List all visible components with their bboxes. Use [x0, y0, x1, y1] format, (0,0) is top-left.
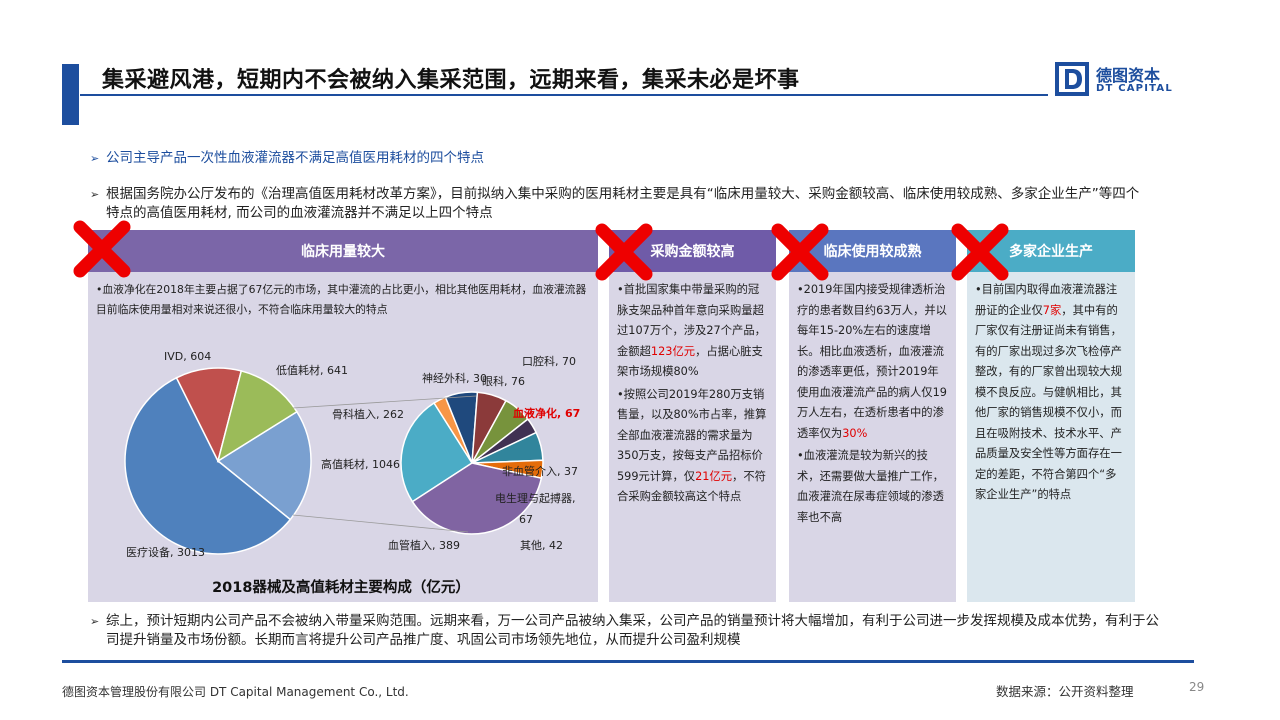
- main-pie: [124, 367, 312, 555]
- red-cross-icon: [951, 223, 1009, 281]
- panel-clinical-maturity: 临床使用较成熟 •2019年国内接受规律透析治疗的患者数目约63万人，并以每年1…: [789, 230, 956, 602]
- page-title: 集采避风港，短期内不会被纳入集采范围，远期来看，集采未必是坏事: [102, 68, 800, 93]
- label-nonvasc: 非血管介入, 37: [502, 464, 578, 478]
- arrow-bullet-icon: ➢: [90, 615, 100, 628]
- panel-text: •首批国家集中带量采购的冠脉支架品种首年意向采购量超过107万个，涉及27个产品…: [617, 280, 768, 510]
- arrow-bullet-icon: ➢: [90, 152, 100, 165]
- text-span: ，占据心脏支架市场规模80%: [617, 344, 763, 379]
- panel-header: 临床用量较大: [88, 230, 598, 272]
- chart-title: 2018器械及高值耗材主要构成（亿元）: [212, 578, 470, 596]
- arrow-bullet-icon: ➢: [90, 188, 100, 201]
- title-accent-bar: [62, 64, 79, 125]
- label-equipment: 医疗设备, 3013: [126, 545, 205, 559]
- bullet-text: 综上，预计短期内公司产品不会被纳入带量采购范围。远期来看，万一公司产品被纳入集采…: [106, 613, 1159, 648]
- label-high-value: 高值耗材, 1046: [321, 457, 400, 471]
- pie-slice-低值耗材: [216, 370, 298, 463]
- pie-slice-血管植入: [411, 462, 543, 535]
- panel-multiple-vendors: 多家企业生产 •目前国内取得血液灌流器注册证的企业仅7家，其中有的厂家仅有注册证…: [967, 230, 1135, 602]
- footer-company: 德图资本管理股份有限公司 DT Capital Management Co., …: [62, 685, 409, 699]
- logo-name-cn: 德图资本: [1096, 66, 1161, 85]
- highlight-value: 30%: [842, 426, 868, 440]
- label-vascular: 血管植入, 389: [388, 538, 460, 552]
- page-number: 29: [1189, 680, 1205, 694]
- footer-divider: [62, 660, 1194, 663]
- connector-line-top: [292, 395, 477, 409]
- panel-text: •目前国内取得血液灌流器注册证的企业仅7家，其中有的厂家仅有注册证尚未有销售，有…: [975, 280, 1127, 508]
- label-neuro: 神经外科, 30: [422, 371, 487, 385]
- label-blood: 血液净化, 67: [513, 406, 580, 420]
- text-span: •首批国家集中带量采购的冠脉支架品种首年意向采购量超过107万个，涉及27个产品…: [617, 283, 766, 358]
- connector-line-bottom: [292, 514, 469, 533]
- red-cross-icon: [595, 223, 653, 281]
- label-ep-line2: 67: [519, 513, 533, 526]
- pie-slice-骨科植入: [400, 401, 474, 503]
- highlight-value: 21亿元: [695, 469, 733, 483]
- panel-text: •血液净化在2018年主要占据了67亿元的市场，其中灌流的占比更小，相比其他医用…: [96, 283, 587, 316]
- text-span: •按照公司2019年280万支销售量，以及80%市占率，推算全部血液灌流器的需求…: [617, 387, 767, 483]
- bullet-point-1: ➢ 公司主导产品一次性血液灌流器不满足高值医用耗材的四个特点: [90, 149, 990, 168]
- logo-name-en: DT CAPITAL: [1096, 83, 1173, 94]
- label-eye: 眼科, 76: [482, 374, 525, 388]
- footer-source: 数据来源：公开资料整理: [996, 684, 1134, 699]
- pie-slice-医疗设备: [124, 376, 292, 555]
- red-cross-icon: [771, 223, 829, 281]
- title-underline: [80, 94, 1048, 96]
- pie-slice-IVD: [175, 367, 243, 464]
- pie-of-pie-chart: IVD, 604 低值耗材, 641 高值耗材, 1046 医疗设备, 3013…: [124, 350, 580, 596]
- bullet-point-3: ➢ 综上，预计短期内公司产品不会被纳入带量采购范围。远期来看，万一公司产品被纳入…: [90, 612, 1160, 650]
- text-span: •目前国内取得血液灌流器注册证的企业仅: [975, 283, 1118, 317]
- text-span: •血液灌流是较为新兴的技术，还需要做大量推广工作，血液灌流在尿毒症领域的渗透率也…: [797, 449, 944, 524]
- text-span: •2019年国内接受规律透析治疗的患者数目约63万人，并以每年15-20%左右的…: [797, 283, 947, 440]
- logo-mark-icon: [1055, 62, 1089, 96]
- highlight-value: 7家: [1042, 303, 1062, 317]
- text-span: ，其中有的厂家仅有注册证尚未有销售，有的厂家出现过多次飞检停产整改，有的厂家曾出…: [975, 303, 1122, 502]
- label-other: 其他, 42: [520, 539, 563, 552]
- label-ivd: IVD, 604: [164, 350, 211, 363]
- pie-slice-高值耗材: [216, 410, 312, 521]
- panel-purchase-amount: 采购金额较高 •首批国家集中带量采购的冠脉支架品种首年意向采购量超过107万个，…: [609, 230, 776, 602]
- label-low-value: 低值耗材, 641: [276, 363, 348, 377]
- bullet-text: 公司主导产品一次性血液灌流器不满足高值医用耗材的四个特点: [106, 150, 484, 166]
- panel-text: •2019年国内接受规律透析治疗的患者数目约63万人，并以每年15-20%左右的…: [797, 280, 948, 530]
- company-logo: 德图资本 DT CAPITAL: [1055, 60, 1185, 100]
- text-span: ，不符合采购金额较高这个特点: [617, 469, 766, 504]
- label-oral: 口腔科, 70: [522, 354, 576, 368]
- bullet-point-2: ➢ 根据国务院办公厅发布的《治理高值医用耗材改革方案》，目前拟纳入集中采购的医用…: [90, 185, 1150, 223]
- red-cross-icon: [73, 220, 131, 278]
- highlight-value: 123亿元: [650, 344, 696, 358]
- label-ep-line1: 电生理与起搏器,: [495, 491, 576, 505]
- bullet-text: 根据国务院办公厅发布的《治理高值医用耗材改革方案》，目前拟纳入集中采购的医用耗材…: [106, 186, 1140, 221]
- sub-pie: [400, 391, 544, 535]
- label-bone: 骨科植入, 262: [332, 407, 404, 421]
